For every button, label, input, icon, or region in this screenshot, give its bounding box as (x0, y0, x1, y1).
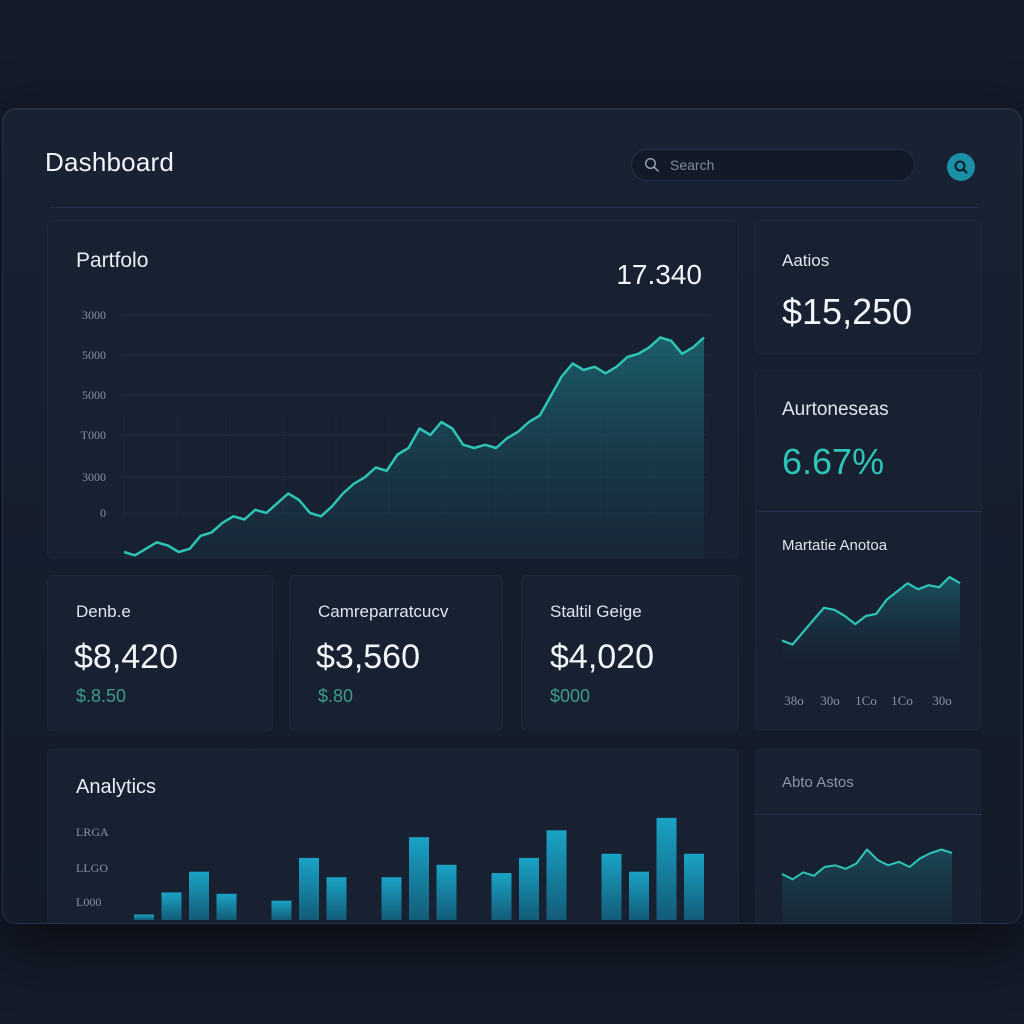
aatios-card[interactable]: Aatios $15,250 (755, 220, 981, 354)
stat-card-sub: $000 (550, 686, 591, 706)
portfolio-line (123, 336, 705, 557)
stat-card-2[interactable]: Camreparratcucv $3,560 $.80 (289, 575, 503, 731)
analytics-bar[interactable] (216, 893, 237, 920)
abto-divider (756, 814, 982, 815)
stat-card-value: $4,020 (550, 638, 654, 676)
analytics-bar[interactable] (299, 857, 319, 920)
y-tick-label: 3000 (82, 470, 106, 484)
aurtoneseas-chart-label: Martatie Anotoa (782, 537, 888, 554)
stat-card-label: Camreparratcucv (318, 602, 449, 621)
portfolio-area (124, 337, 704, 559)
search-input[interactable] (670, 157, 900, 173)
analytics-bar[interactable] (271, 900, 292, 920)
analytics-bar[interactable] (409, 837, 429, 920)
y-tick-label: L000 (76, 895, 101, 909)
portfolio-value: 17.340 (616, 259, 702, 290)
analytics-bar[interactable] (684, 853, 704, 920)
analytics-bar[interactable] (161, 892, 182, 920)
search-icon (644, 157, 659, 172)
search-icon (954, 160, 968, 174)
analytics-card[interactable]: Analytics LRGA LLGO L000 (47, 749, 739, 923)
aurtoneseas-chart: 38o 30o 1Co 1Co 30o (781, 575, 961, 708)
header-divider (51, 207, 979, 208)
analytics-title: Analytics (76, 776, 157, 798)
aatios-label: Aatios (782, 251, 830, 270)
analytics-bar[interactable] (326, 877, 347, 920)
stat-card-sub: $.80 (318, 686, 354, 706)
y-tick-label: 5000 (82, 348, 106, 362)
stat-card-sub: $.8.50 (76, 686, 127, 706)
page-title: Dashboard (45, 147, 174, 177)
aurtoneseas-line (781, 575, 961, 646)
analytics-bar[interactable] (601, 853, 622, 920)
analytics-bar[interactable] (436, 864, 457, 920)
analytics-bar[interactable] (656, 817, 677, 920)
aurtoneseas-divider (756, 511, 982, 512)
x-tick-label: 30o (820, 693, 840, 708)
stat-card-label: Denb.e (76, 602, 131, 621)
abto-line (781, 848, 953, 881)
abto-chart (781, 848, 953, 923)
analytics-bar[interactable] (546, 830, 567, 920)
y-tick-label: 3000 (82, 308, 106, 322)
stat-card-label: Staltil Geige (550, 602, 642, 621)
aurtoneseas-label: Aurtoneseas (782, 399, 889, 420)
portfolio-title: Partfolo (76, 249, 149, 272)
stat-card-value: $8,420 (74, 638, 178, 676)
y-tick-label: 5000 (82, 388, 106, 402)
dashboard-window: Dashboard Partfolo 17.340 3000 5000 5000 T0… (2, 108, 1022, 924)
analytics-bar[interactable] (189, 871, 209, 920)
x-tick-label: 30o (932, 693, 952, 708)
search-button[interactable] (947, 153, 975, 181)
abto-card[interactable]: Abto Astos (755, 749, 982, 923)
analytics-bar[interactable] (491, 873, 512, 920)
y-tick-label: T000 (81, 428, 106, 442)
y-tick-label: LLGO (76, 861, 108, 875)
aatios-value: $15,250 (782, 291, 913, 332)
x-tick-label: 38o (784, 693, 804, 708)
stat-card-1[interactable]: Denb.e $8,420 $.8.50 (47, 575, 273, 731)
abto-label: Abto Astos (782, 774, 854, 791)
x-tick-label: 1Co (891, 693, 913, 708)
analytics-chart: LRGA LLGO L000 (76, 817, 704, 920)
aurtoneseas-area (782, 577, 960, 661)
aurtoneseas-value: 6.67% (782, 441, 885, 482)
stat-card-value: $3,560 (316, 638, 420, 676)
stat-card-3[interactable]: Staltil Geige $4,020 $000 (521, 575, 739, 731)
analytics-bar[interactable] (381, 877, 402, 920)
aurtoneseas-card[interactable]: Aurtoneseas 6.67% Martatie Anotoa 38o 30o… (755, 370, 982, 730)
search-bar[interactable] (631, 149, 915, 181)
analytics-bar[interactable] (519, 857, 539, 920)
x-tick-label: 1Co (855, 693, 877, 708)
analytics-bar[interactable] (134, 914, 154, 920)
y-tick-label: LRGA (76, 825, 109, 839)
y-tick-label: 0 (100, 506, 106, 520)
abto-area (782, 849, 952, 923)
analytics-bar[interactable] (629, 871, 649, 920)
